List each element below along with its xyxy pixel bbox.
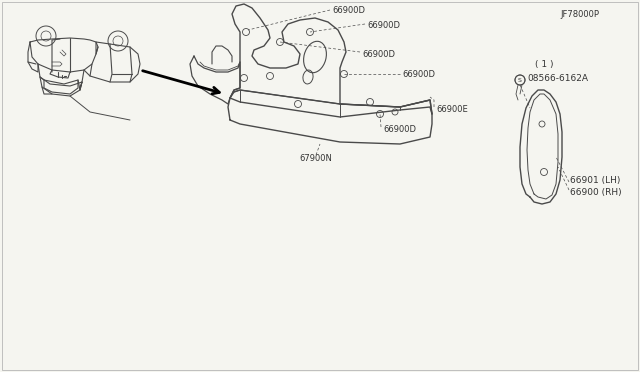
Text: 66900D: 66900D — [332, 6, 365, 15]
Text: 66900D: 66900D — [362, 49, 395, 58]
Text: 66900E: 66900E — [436, 105, 468, 113]
Text: S: S — [518, 77, 522, 83]
Text: 66900D: 66900D — [367, 20, 400, 29]
Text: 08566-6162A: 08566-6162A — [527, 74, 588, 83]
Text: 66900D: 66900D — [383, 125, 416, 134]
Text: 66901 (LH): 66901 (LH) — [570, 176, 620, 185]
Circle shape — [515, 75, 525, 85]
Text: JF78000P: JF78000P — [560, 10, 599, 19]
Text: ( 1 ): ( 1 ) — [535, 60, 554, 68]
Text: 66900D: 66900D — [402, 70, 435, 78]
Text: 66900 (RH): 66900 (RH) — [570, 187, 621, 196]
Text: 67900N: 67900N — [300, 154, 332, 163]
